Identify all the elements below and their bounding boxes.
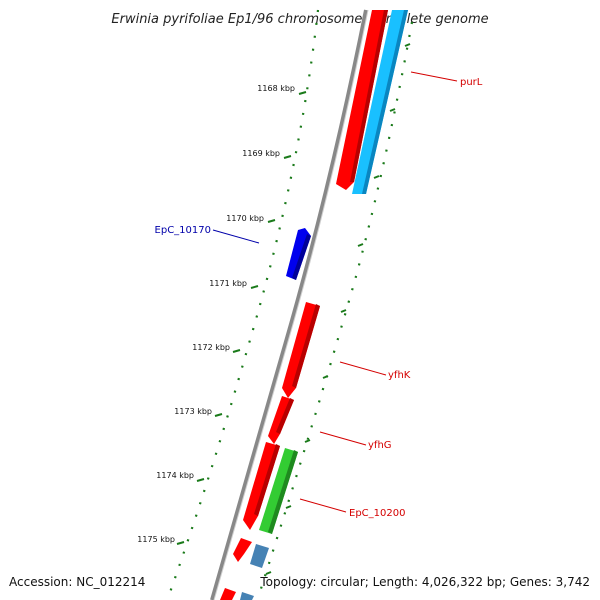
gene-EpC_10170[interactable] xyxy=(286,228,311,280)
gene-small-red-2[interactable] xyxy=(220,588,236,600)
gene-steel-1[interactable] xyxy=(250,544,269,568)
gene-purL[interactable] xyxy=(336,10,388,190)
tick-label: 1171 kbp xyxy=(209,279,247,288)
leader-yfhG xyxy=(319,431,367,446)
leader-purL xyxy=(410,71,458,82)
leader-yfhK xyxy=(339,361,387,376)
chromosome-backbone xyxy=(210,9,368,600)
gene-label-purL[interactable]: purL xyxy=(460,77,483,88)
inner-ruler-ticks xyxy=(265,43,411,575)
accession-text: Accession: NC_012214 xyxy=(9,575,145,589)
gene-label-EpC_10200[interactable]: EpC_10200 xyxy=(349,508,405,519)
tick-label: 1172 kbp xyxy=(192,343,230,352)
leader-EpC_10170 xyxy=(212,229,260,244)
tick-label: 1175 kbp xyxy=(137,535,175,544)
map-title: Erwinia pyrifoliae Ep1/96 chromosome, co… xyxy=(111,12,488,27)
gene-label-yfhK[interactable]: yfhK xyxy=(388,370,411,381)
tick-label: 1173 kbp xyxy=(174,407,212,416)
gene-green[interactable] xyxy=(259,448,298,534)
gene-label-EpC_10170[interactable]: EpC_10170 xyxy=(155,225,211,236)
genome-summary-text: Topology: circular; Length: 4,026,322 bp… xyxy=(259,575,590,589)
tick-label: 1168 kbp xyxy=(257,84,295,93)
gene-steel-2[interactable] xyxy=(240,592,254,600)
leader-EpC_10200 xyxy=(299,498,347,513)
gene-label-yfhG[interactable]: yfhG xyxy=(368,440,392,451)
tick-label: 1170 kbp xyxy=(226,214,264,223)
gene-cyan[interactable] xyxy=(352,10,408,194)
outer-ruler-ticks xyxy=(176,91,307,545)
gene-yfhK[interactable] xyxy=(282,302,320,398)
tick-label: 1174 kbp xyxy=(156,471,194,480)
gene-EpC_10200[interactable] xyxy=(243,442,280,530)
chromosome-backbone-highlight xyxy=(213,9,369,600)
gene-small-red-1[interactable] xyxy=(233,538,252,562)
tick-label: 1169 kbp xyxy=(242,149,280,158)
gene-yfhG[interactable] xyxy=(268,396,294,444)
